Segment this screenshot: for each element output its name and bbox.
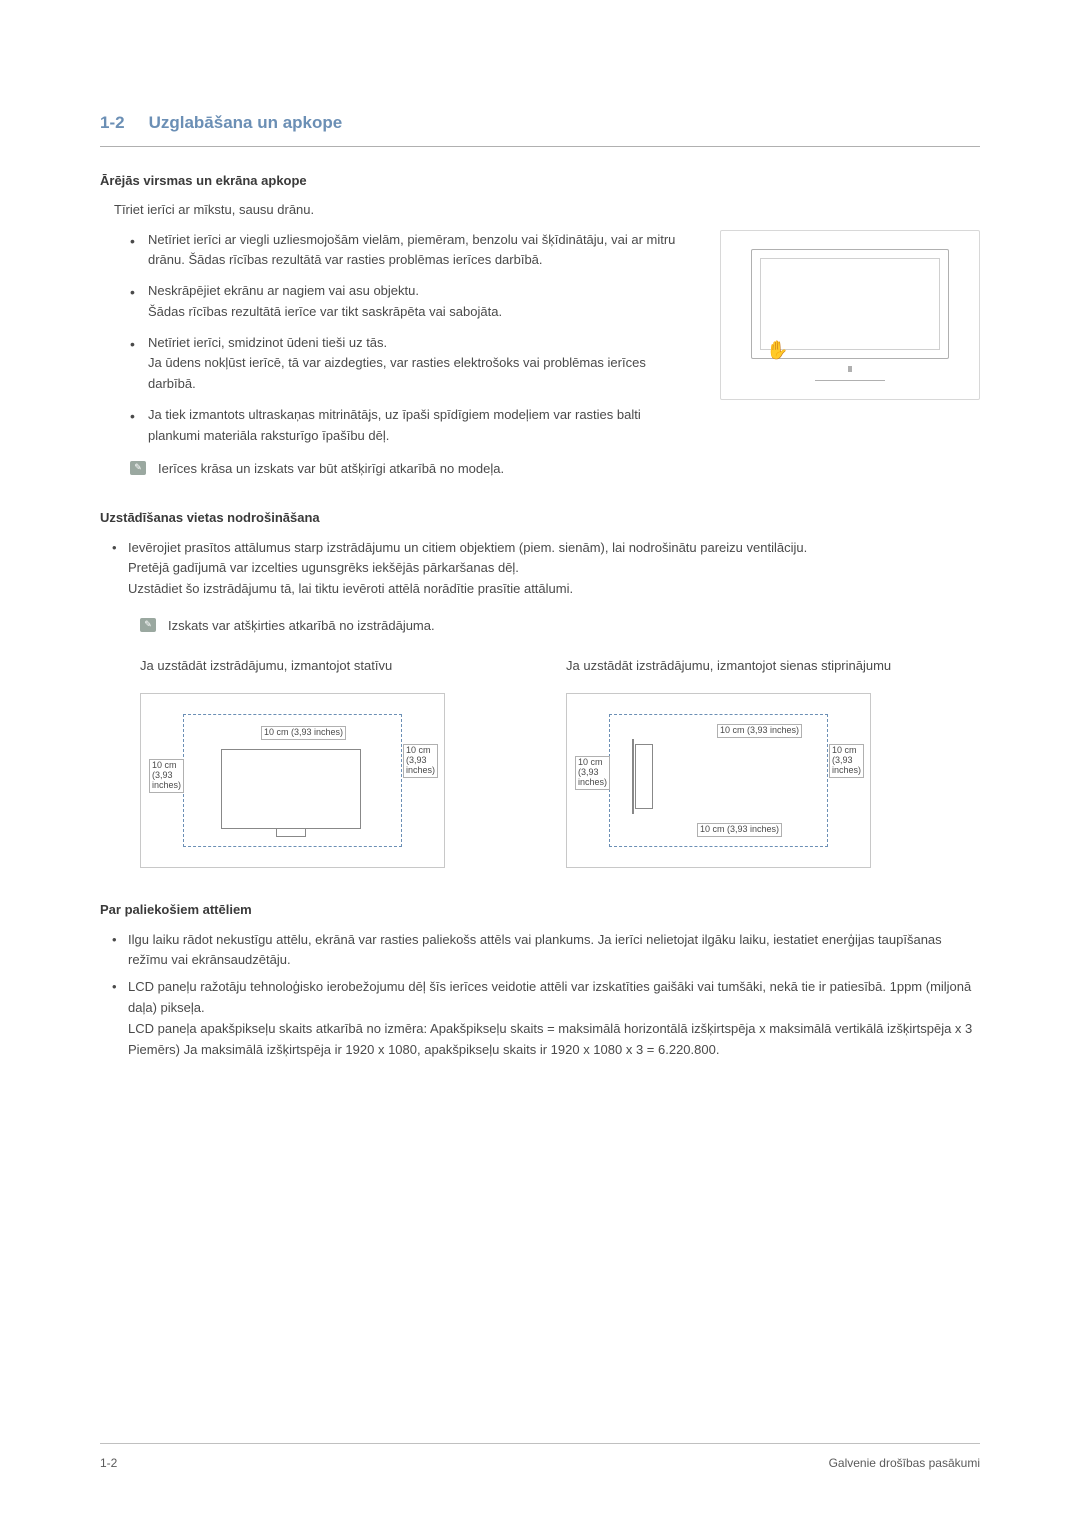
- exterior-intro: Tīriet ierīci ar mīkstu, sausu drānu.: [100, 200, 980, 220]
- footer-right: Galvenie drošības pasākumi: [829, 1454, 980, 1472]
- measure-label: 10 cm (3,93 inches): [149, 759, 184, 793]
- measure-label: 10 cm (3,93 inches): [717, 724, 802, 738]
- caption-stand: Ja uzstādāt izstrādājumu, izmantojot sta…: [140, 656, 392, 676]
- install-stand-cell: Ja uzstādāt izstrādājumu, izmantojot sta…: [140, 656, 554, 869]
- install-section: Uzstādīšanas vietas nodrošināšana Ievēro…: [100, 508, 980, 868]
- install-list: Ievērojiet prasītos attālumus starp izst…: [100, 538, 980, 600]
- diagram-wall: 10 cm (3,93 inches) 10 cm (3,93 inches) …: [566, 693, 871, 868]
- install-table: Ja uzstādāt izstrādājumu, izmantojot sta…: [100, 656, 980, 869]
- measure-label: 10 cm (3,93 inches): [829, 744, 864, 778]
- section-number: 1-2: [100, 110, 125, 136]
- list-item: Ilgu laiku rādot nekustīgu attēlu, ekrān…: [112, 930, 980, 972]
- exterior-heading: Ārējās virsmas un ekrāna apkope: [100, 171, 980, 191]
- measure-label: 10 cm (3,93 inches): [575, 756, 610, 790]
- list-item: LCD paneļu ražotāju tehnoloģisko ierobež…: [112, 977, 980, 1060]
- measure-label: 10 cm (3,93 inches): [403, 744, 438, 778]
- note-text: Izskats var atšķirties atkarībā no izstr…: [168, 616, 435, 636]
- list-item: Netīriet ierīci, smidzinot ūdeni tieši u…: [130, 333, 680, 395]
- note-icon: [130, 461, 146, 475]
- measure-label: 10 cm (3,93 inches): [697, 823, 782, 837]
- list-item: Neskrāpējiet ekrānu ar nagiem vai asu ob…: [130, 281, 680, 323]
- diagram-stand: 10 cm (3,93 inches) 10 cm (3,93 inches) …: [140, 693, 445, 868]
- install-note: Izskats var atšķirties atkarībā no izstr…: [100, 616, 980, 636]
- exterior-row: Netīriet ierīci ar viegli uzliesmojošām …: [100, 230, 980, 479]
- monitor-illustration: ✋: [720, 230, 980, 400]
- install-wall-cell: Ja uzstādāt izstrādājumu, izmantojot sie…: [566, 656, 980, 869]
- section-title: Uzglabāšana un apkope: [149, 110, 343, 136]
- list-item: Netīriet ierīci ar viegli uzliesmojošām …: [130, 230, 680, 272]
- exterior-note: Ierīces krāsa un izskats var būt atšķirī…: [100, 459, 680, 479]
- afterimage-list: Ilgu laiku rādot nekustīgu attēlu, ekrān…: [100, 930, 980, 1061]
- list-item: Ja tiek izmantots ultraskaņas mitrinātāj…: [130, 405, 680, 447]
- measure-label: 10 cm (3,93 inches): [261, 726, 346, 740]
- section-header: 1-2 Uzglabāšana un apkope: [100, 110, 980, 147]
- afterimage-heading: Par paliekošiem attēliem: [100, 900, 980, 920]
- note-icon: [140, 618, 156, 632]
- exterior-list: Netīriet ierīci ar viegli uzliesmojošām …: [100, 230, 680, 447]
- note-text: Ierīces krāsa un izskats var būt atšķirī…: [158, 459, 504, 479]
- page-footer: 1-2 Galvenie drošības pasākumi: [100, 1443, 980, 1472]
- install-heading: Uzstādīšanas vietas nodrošināšana: [100, 508, 980, 528]
- footer-left: 1-2: [100, 1454, 117, 1472]
- caption-wall: Ja uzstādāt izstrādājumu, izmantojot sie…: [566, 656, 891, 676]
- exterior-text-col: Netīriet ierīci ar viegli uzliesmojošām …: [100, 230, 680, 479]
- exterior-section: Ārējās virsmas un ekrāna apkope Tīriet i…: [100, 171, 980, 479]
- afterimage-section: Par paliekošiem attēliem Ilgu laiku rādo…: [100, 900, 980, 1060]
- list-item: Ievērojiet prasītos attālumus starp izst…: [112, 538, 980, 600]
